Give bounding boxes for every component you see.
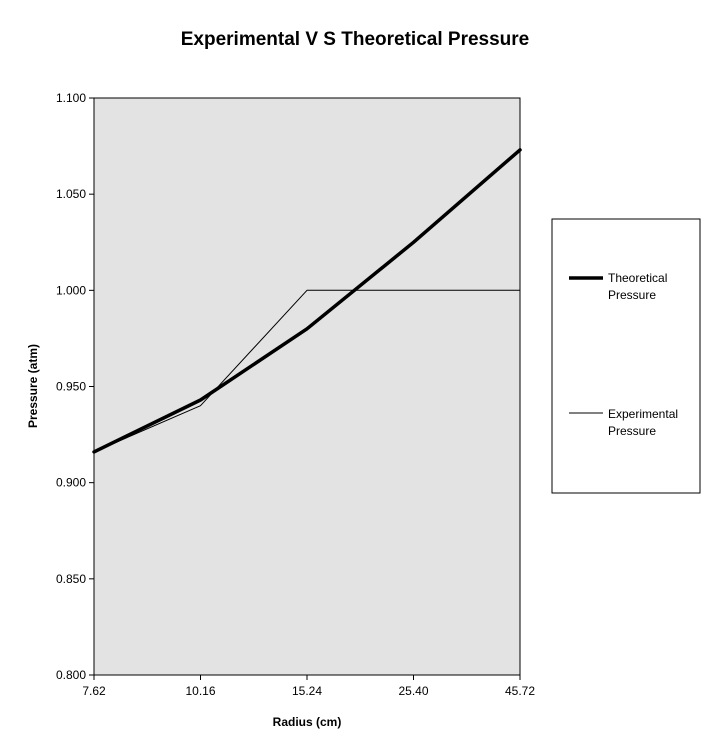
plot-area xyxy=(93,97,521,676)
legend: Theoretical Pressure Experimental Pressu… xyxy=(551,218,701,494)
x-tick-label: 15.24 xyxy=(292,684,322,698)
series-line-theoretical xyxy=(92,148,522,454)
legend-label-experimental: Experimental Pressure xyxy=(608,407,681,438)
x-tick-label: 45.72 xyxy=(505,684,535,698)
x-axis: 7.62 10.16 15.24 25.40 45.72 xyxy=(82,675,535,698)
legend-label-theoretical: Theoretical Pressure xyxy=(608,271,671,302)
x-tick-label: 25.40 xyxy=(398,684,428,698)
x-axis-title: Radius (cm) xyxy=(273,715,342,729)
legend-label-experimental-line1: Experimental xyxy=(608,407,678,421)
y-tick-label: 1.000 xyxy=(56,283,86,297)
y-tick-label: 1.050 xyxy=(56,187,86,201)
series-lines xyxy=(92,148,522,454)
x-tick-label: 10.16 xyxy=(185,684,215,698)
legend-box xyxy=(551,218,701,494)
y-tick-label: 0.900 xyxy=(56,476,86,490)
legend-label-theoretical-line2: Pressure xyxy=(608,288,656,302)
y-tick-label: 0.800 xyxy=(56,668,86,682)
x-tick-label: 7.62 xyxy=(82,684,106,698)
legend-label-theoretical-line1: Theoretical xyxy=(608,271,667,285)
chart-title: Experimental V S Theoretical Pressure xyxy=(181,29,530,50)
y-axis-title: Pressure (atm) xyxy=(26,344,40,428)
y-tick-label: 1.100 xyxy=(56,91,86,105)
legend-label-experimental-line2: Pressure xyxy=(608,424,656,438)
series-line-experimental xyxy=(93,289,521,453)
y-tick-label: 0.850 xyxy=(56,572,86,586)
y-tick-label: 0.950 xyxy=(56,380,86,394)
y-axis: 0.800 0.850 0.900 0.950 1.000 1.050 1.100 xyxy=(56,91,94,682)
